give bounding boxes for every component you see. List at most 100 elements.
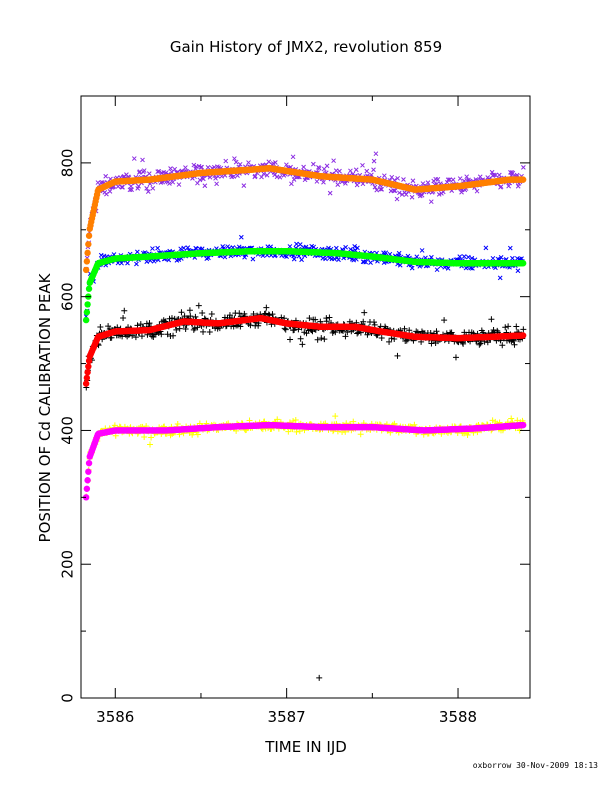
measurement-point bbox=[457, 176, 463, 181]
measurement-point bbox=[277, 174, 283, 180]
measurement-point bbox=[183, 165, 188, 170]
measurement-point bbox=[138, 333, 145, 340]
measurement-point bbox=[262, 310, 269, 317]
measurement-point bbox=[457, 254, 463, 259]
measurement-point bbox=[391, 335, 398, 342]
measurement-point bbox=[293, 428, 300, 435]
measurement-point bbox=[361, 309, 368, 316]
measurement-point bbox=[223, 158, 229, 164]
measurement-point bbox=[445, 266, 451, 271]
measurement-point bbox=[187, 313, 194, 320]
measurement-point bbox=[141, 434, 148, 440]
measurement-point bbox=[348, 246, 353, 252]
measurement-point bbox=[155, 245, 160, 251]
measurement-point bbox=[316, 166, 322, 171]
measurement-point bbox=[170, 332, 177, 339]
measurement-point bbox=[343, 244, 348, 250]
measurement-point bbox=[378, 186, 383, 192]
fit-point bbox=[83, 309, 91, 316]
measurement-point bbox=[409, 265, 415, 271]
measurement-point bbox=[155, 169, 161, 175]
measurement-point bbox=[261, 171, 267, 177]
measurement-point bbox=[410, 178, 416, 184]
measurement-point bbox=[348, 168, 353, 174]
measurement-point bbox=[383, 250, 389, 256]
credit-footer: oxborrow 30-Nov-2009 18:13 bbox=[472, 761, 598, 770]
measurement-point bbox=[264, 172, 270, 178]
measurement-point bbox=[335, 182, 341, 188]
measurement-point bbox=[433, 328, 440, 335]
measurement-point bbox=[144, 186, 150, 191]
measurement-point bbox=[515, 268, 521, 274]
measurement-point bbox=[490, 255, 496, 261]
measurement-point bbox=[285, 428, 292, 435]
x-tick-label: 3588 bbox=[439, 708, 477, 726]
measurement-point bbox=[232, 156, 237, 161]
measurement-point bbox=[112, 432, 119, 439]
measurement-point bbox=[289, 181, 294, 187]
measurement-point bbox=[488, 316, 495, 323]
measurement-point bbox=[176, 182, 182, 187]
measurement-point bbox=[461, 254, 467, 259]
measurement-point bbox=[191, 325, 198, 332]
measurement-point bbox=[140, 157, 145, 163]
measurement-point bbox=[406, 327, 413, 334]
measurement-point bbox=[369, 172, 374, 178]
measurement-point bbox=[147, 441, 154, 448]
measurement-point bbox=[414, 254, 420, 260]
measurement-point bbox=[290, 154, 296, 160]
measurement-point bbox=[314, 179, 320, 184]
measurement-point bbox=[269, 311, 276, 318]
measurement-point bbox=[506, 183, 511, 189]
y-tick-label: 200 bbox=[59, 550, 77, 579]
measurement-point bbox=[371, 167, 376, 173]
fit-point bbox=[84, 249, 91, 257]
measurement-point bbox=[502, 324, 509, 331]
measurement-point bbox=[181, 245, 187, 251]
measurement-point bbox=[401, 177, 406, 182]
measurement-point bbox=[332, 329, 339, 336]
measurement-point bbox=[263, 304, 270, 311]
measurement-point bbox=[460, 340, 467, 347]
measurement-point bbox=[496, 172, 502, 178]
measurement-point bbox=[490, 327, 497, 334]
measurement-point bbox=[418, 328, 425, 335]
fit-point bbox=[85, 285, 93, 292]
measurement-point bbox=[353, 167, 359, 173]
measurement-point bbox=[103, 173, 109, 179]
measurement-point bbox=[428, 199, 434, 205]
measurement-point bbox=[371, 319, 378, 326]
measurement-point bbox=[146, 171, 152, 176]
measurement-point bbox=[464, 431, 471, 438]
measurement-point bbox=[323, 256, 328, 262]
measurement-point bbox=[128, 183, 134, 189]
measurement-point bbox=[238, 234, 244, 240]
plot-frame bbox=[80, 95, 531, 699]
measurement-point bbox=[470, 266, 475, 271]
measurement-point bbox=[354, 330, 361, 337]
measurement-point bbox=[379, 186, 385, 192]
measurement-point bbox=[326, 245, 331, 251]
measurement-point bbox=[498, 184, 504, 189]
measurement-point bbox=[272, 160, 278, 165]
measurement-point bbox=[373, 151, 379, 157]
measurement-point bbox=[299, 257, 304, 263]
measurement-point bbox=[119, 260, 124, 266]
measurement-point bbox=[364, 168, 370, 174]
fit-point bbox=[84, 301, 91, 308]
measurement-point bbox=[489, 417, 496, 424]
measurement-point bbox=[284, 162, 289, 168]
measurement-point bbox=[137, 321, 144, 328]
measurement-point bbox=[252, 173, 258, 179]
measurement-point bbox=[378, 334, 385, 341]
fit-point bbox=[83, 258, 91, 265]
measurement-point bbox=[205, 164, 211, 170]
measurement-point bbox=[464, 174, 470, 180]
measurement-point bbox=[202, 183, 208, 189]
measurement-point bbox=[281, 325, 288, 332]
measurement-point bbox=[242, 254, 247, 260]
measurement-point bbox=[115, 184, 121, 189]
fit-point bbox=[84, 477, 91, 484]
fit-point bbox=[84, 369, 91, 376]
